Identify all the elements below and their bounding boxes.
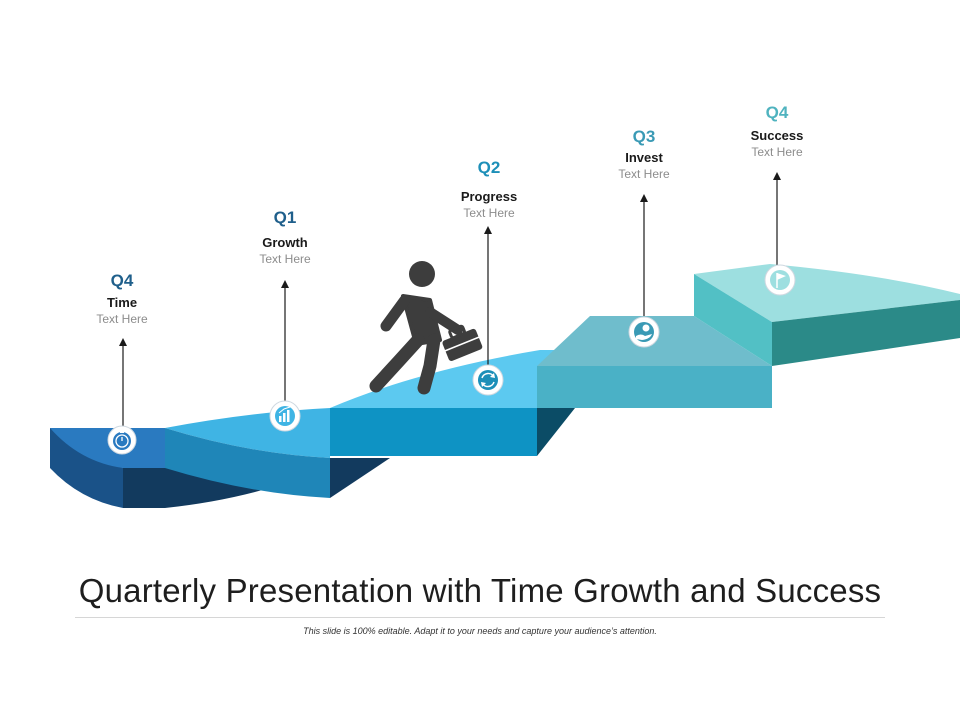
step-text: Text Here [751, 145, 803, 159]
step-3-block [330, 350, 575, 456]
step-title: Invest [625, 150, 663, 165]
step-text: Text Here [96, 312, 148, 326]
quarter-label: Q4 [110, 271, 134, 290]
flag-icon [764, 264, 796, 296]
hand-coin-icon [628, 316, 660, 348]
step-label-progress: Q2 Progress Text Here [419, 158, 559, 221]
bar-chart-icon [269, 400, 301, 432]
title-divider [75, 617, 885, 618]
quarter-label: Q2 [477, 158, 501, 177]
step-text: Text Here [618, 167, 670, 181]
step-title: Growth [262, 235, 308, 250]
quarter-label: Q1 [273, 208, 297, 227]
quarter-label: Q4 [765, 103, 789, 122]
quarter-label: Q3 [632, 127, 656, 146]
step-label-growth: Q1 Growth Text Here [215, 208, 355, 267]
slide-subtitle: This slide is 100% editable. Adapt it to… [303, 626, 657, 636]
slide-title: Quarterly Presentation with Time Growth … [78, 572, 882, 609]
stopwatch-icon [107, 425, 137, 455]
step-label-invest: Q3 Invest Text Here [574, 127, 714, 182]
step-title: Time [106, 295, 138, 310]
step-text: Text Here [463, 206, 515, 220]
step-5-block [694, 264, 960, 366]
businessman-figure-icon [369, 261, 483, 395]
step-label-time: Q4 Time Text Here [52, 271, 192, 327]
step-title: Progress [460, 189, 518, 204]
refresh-icon [472, 364, 504, 396]
connector-arrows [119, 172, 781, 428]
step-label-success: Q4 Success Text Here [707, 103, 847, 160]
step-text: Text Here [259, 252, 311, 266]
step-title: Success [750, 128, 804, 143]
